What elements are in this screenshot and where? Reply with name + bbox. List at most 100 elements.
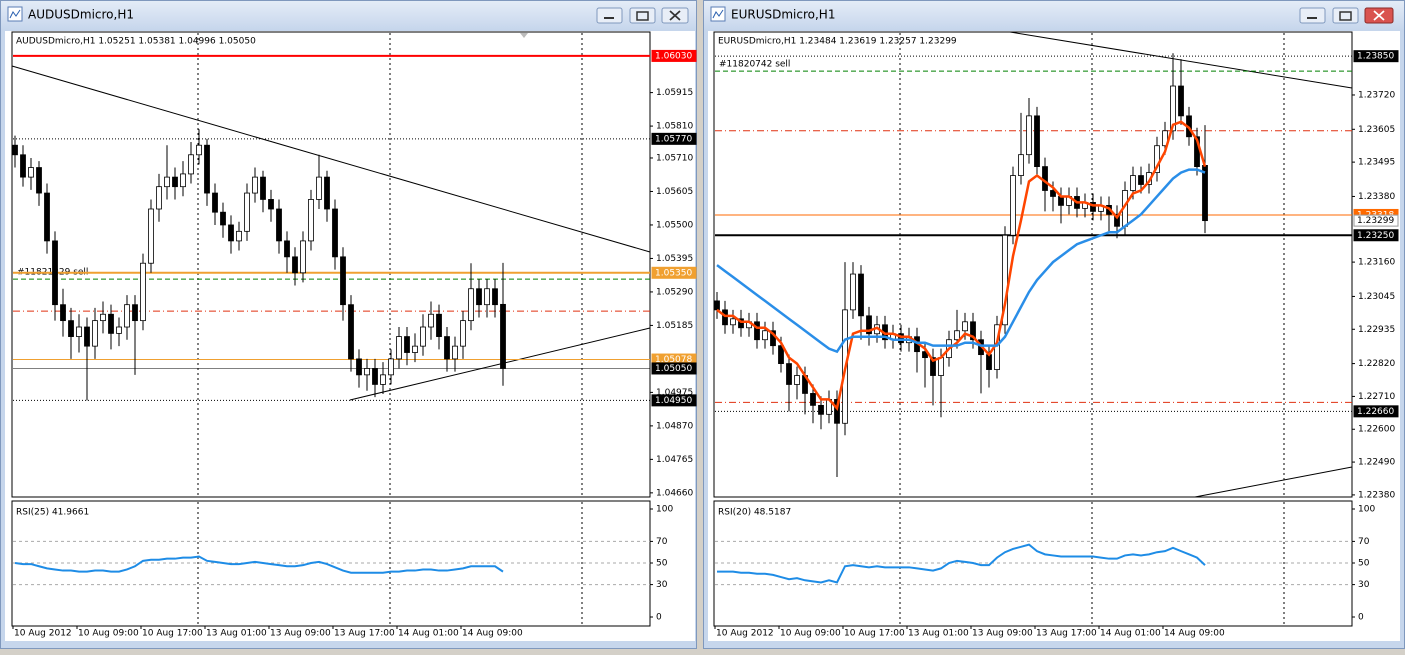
y-tick-label: 1.22380: [1358, 490, 1395, 500]
rsi-tick-label: 100: [1358, 505, 1375, 515]
candle-body: [460, 320, 466, 347]
candle-body: [380, 374, 386, 385]
y-tick-label: 1.04975: [656, 388, 693, 398]
y-tick-label: 1.05290: [656, 287, 693, 297]
candle-body: [738, 318, 744, 329]
candle-body: [116, 326, 122, 334]
candle-body: [476, 288, 482, 306]
x-tick-label: 10 Aug 17:00: [142, 629, 203, 639]
rsi-tick-label: 50: [656, 559, 668, 569]
candle-body: [12, 144, 18, 156]
rsi-tick-label: 70: [1358, 537, 1370, 547]
y-tick-label: 1.22600: [1358, 425, 1395, 435]
candle-body: [28, 167, 34, 178]
rsi-tick-label: 50: [1358, 559, 1370, 569]
candle-body: [452, 345, 458, 360]
x-tick-label: 13 Aug 17:00: [1036, 629, 1097, 639]
price-marker-label: 1.05350: [655, 268, 692, 278]
main-frame: [11, 31, 651, 498]
candle-body: [1138, 175, 1144, 185]
candle-body: [388, 358, 394, 376]
y-tick-label: 1.04765: [656, 455, 693, 465]
candle-body: [196, 144, 202, 156]
candle-body: [164, 176, 170, 188]
minimize-button[interactable]: [1299, 7, 1326, 24]
rsi-label: RSI(25) 41.9661: [16, 508, 89, 518]
candle-body: [1090, 202, 1096, 212]
candle-body: [444, 336, 450, 360]
x-tick-label: 10 Aug 09:00: [780, 629, 841, 639]
candle-body: [484, 288, 490, 306]
price-marker: [651, 394, 697, 407]
candle-body: [722, 309, 728, 326]
candle-body: [236, 230, 242, 242]
candle-body: [60, 304, 66, 322]
candle-body: [1130, 175, 1136, 191]
price-marker-label: 1.05770: [655, 134, 692, 144]
price-marker: [651, 49, 697, 62]
candle-body: [986, 354, 992, 370]
title-bar: [704, 1, 1404, 30]
candle-body: [1034, 115, 1040, 168]
candle-body: [970, 321, 976, 341]
candle-body: [1050, 190, 1056, 197]
candle-body: [300, 240, 306, 274]
candle-body: [188, 154, 194, 175]
candle-body: [1042, 166, 1048, 191]
candle-body: [866, 315, 872, 335]
candle-body: [794, 375, 800, 385]
candle-body: [140, 262, 146, 322]
price-marker: [651, 362, 697, 375]
candle-body: [228, 224, 234, 242]
x-tick-label: 13 Aug 09:00: [270, 629, 331, 639]
y-tick-label: 1.22820: [1358, 359, 1395, 369]
candle-body: [1154, 145, 1160, 173]
maximize-glyph: [1339, 11, 1352, 21]
shift-marker: [520, 33, 528, 38]
x-tick-label: 10 Aug 09:00: [78, 629, 139, 639]
x-tick-label: 13 Aug 01:00: [908, 629, 969, 639]
candle-body: [252, 176, 258, 194]
y-tick-label: 1.05915: [656, 88, 693, 98]
y-tick-label: 1.04870: [656, 421, 693, 431]
price-marker: [1353, 214, 1399, 227]
trendline: [11, 65, 651, 253]
candle-body: [292, 256, 298, 274]
y-tick-label: 1.05500: [656, 220, 693, 230]
y-tick-label: 1.05605: [656, 187, 693, 197]
window: EURUSDmicro,H1: [703, 0, 1405, 649]
candle-body: [68, 320, 74, 337]
candle-body: [180, 173, 186, 188]
price-marker-label: 1.05078: [655, 355, 692, 365]
x-tick-label: 13 Aug 17:00: [334, 629, 395, 639]
candle-body: [714, 300, 720, 311]
candle-body: [1026, 115, 1032, 156]
candle-body: [108, 313, 114, 334]
candle-body: [428, 313, 434, 328]
candle-body: [92, 320, 98, 347]
y-tick-label: 1.05810: [656, 122, 693, 132]
candle-body: [1010, 175, 1016, 236]
rsi-tick-label: 0: [656, 613, 662, 623]
order-label: #11820742 sell: [719, 60, 790, 70]
candle-body: [156, 186, 162, 210]
candle-body: [84, 326, 90, 347]
candle-body: [100, 313, 106, 322]
window-icon-glyph: [9, 9, 21, 19]
minimize-button[interactable]: [596, 7, 623, 24]
rsi-line: [14, 555, 504, 574]
candle-body: [858, 273, 864, 317]
rsi-tick-label: 30: [656, 580, 668, 590]
rsi-label: RSI(20) 48.5187: [718, 508, 791, 518]
candle-body: [172, 176, 178, 188]
price-marker: [651, 266, 697, 279]
y-tick-label: 1.04660: [656, 488, 693, 498]
candle-body: [364, 368, 370, 376]
candle-body: [332, 208, 338, 258]
rsi-tick-label: 70: [656, 537, 668, 547]
candle-body: [148, 208, 154, 264]
price-marker: [651, 132, 697, 145]
x-tick-label: 14 Aug 01:00: [1100, 629, 1161, 639]
candle-body: [204, 144, 210, 194]
candle-body: [1202, 165, 1208, 222]
